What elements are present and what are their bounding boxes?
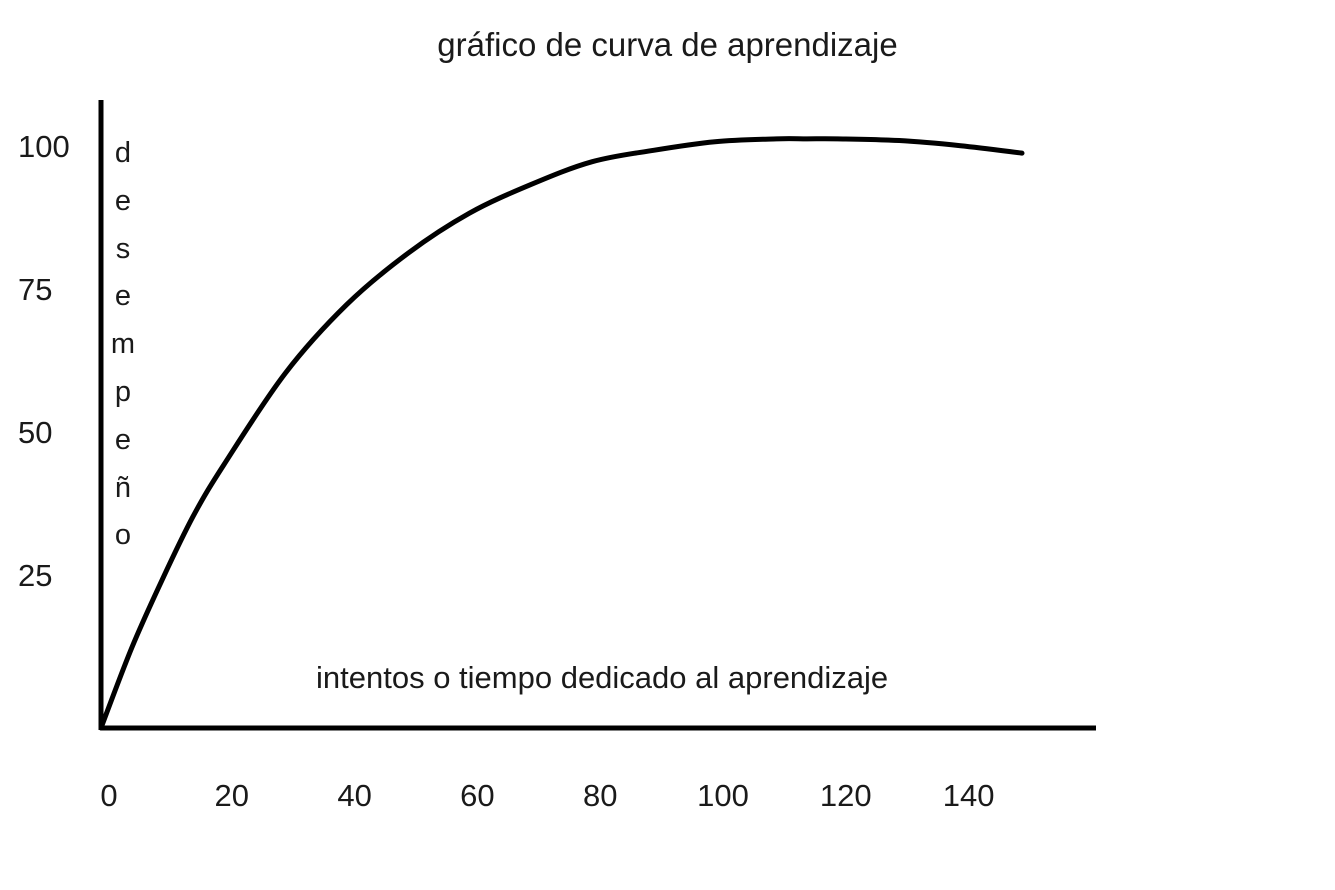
x-tick-label: 40 [337, 778, 371, 813]
y-axis-label-letter: ñ [114, 471, 132, 504]
y-axis-label-letter: m [110, 328, 136, 361]
y-tick-label: 100 [18, 129, 70, 164]
x-tick-label: 120 [820, 778, 872, 813]
y-tick-label: 25 [18, 558, 52, 593]
y-axis-label-letter: e [114, 184, 132, 217]
y-axis-label-letter: s [115, 232, 131, 265]
x-tick-label: 20 [215, 778, 249, 813]
y-tick-label: 50 [18, 415, 52, 450]
x-tick-label: 60 [460, 778, 494, 813]
learning-curve-line [98, 136, 1025, 731]
y-axis-label-letter: e [114, 280, 132, 313]
y-axis-label-letter: e [114, 423, 132, 456]
x-tick-label: 140 [943, 778, 995, 813]
x-tick-label: 80 [583, 778, 617, 813]
x-tick-label: 100 [697, 778, 749, 813]
y-axis-label-letter: p [114, 375, 132, 408]
x-axis-label: intentos o tiempo dedicado al aprendizaj… [316, 660, 889, 695]
y-axis-label-letter: o [114, 519, 132, 552]
y-tick-label: 75 [18, 272, 52, 307]
x-tick-label: 0 [100, 778, 117, 813]
chart-title: gráfico de curva de aprendizaje [437, 26, 898, 63]
y-axis-label-letter: d [114, 137, 132, 169]
